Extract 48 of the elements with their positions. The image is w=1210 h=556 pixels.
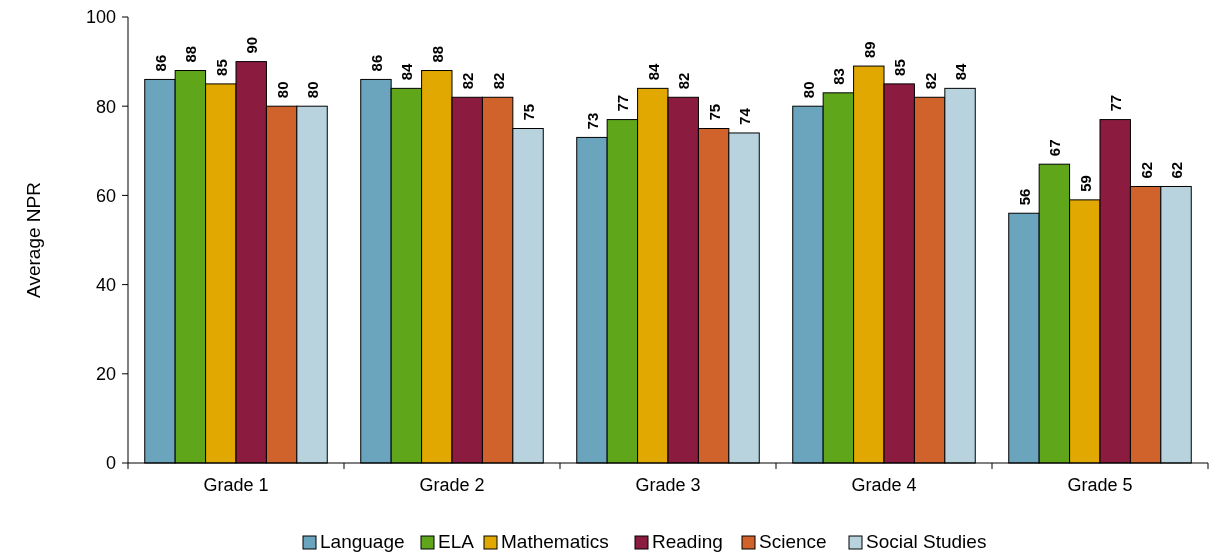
legend-label: Social Studies xyxy=(866,531,987,552)
legend-label: Language xyxy=(320,531,405,552)
data-label: 80 xyxy=(304,81,322,99)
data-label: 67 xyxy=(1046,139,1064,157)
y-tick-label: 80 xyxy=(95,96,116,117)
data-label: 85 xyxy=(891,59,909,76)
data-label: 90 xyxy=(243,36,261,54)
legend-label: Mathematics xyxy=(501,531,609,552)
data-label: 83 xyxy=(830,68,848,85)
data-label: 75 xyxy=(705,103,723,121)
data-label: 86 xyxy=(367,54,385,72)
data-label: 80 xyxy=(799,81,817,99)
data-label: 74 xyxy=(736,107,754,125)
y-tick-label: 60 xyxy=(95,185,116,206)
data-label: 84 xyxy=(398,63,416,81)
legend-label: Science xyxy=(759,531,827,552)
y-tick-label: 100 xyxy=(85,7,116,28)
data-label: 62 xyxy=(1137,161,1155,179)
data-label: 89 xyxy=(860,41,878,59)
data-label: 56 xyxy=(1015,188,1033,206)
data-label: 82 xyxy=(921,72,939,90)
data-label: 77 xyxy=(614,94,632,112)
x-tick-label: Grade 4 xyxy=(851,475,917,495)
y-tick-label: 0 xyxy=(105,453,116,474)
data-label: 77 xyxy=(1107,94,1125,112)
legend-label: Reading xyxy=(652,531,723,552)
y-tick-label: 40 xyxy=(95,274,116,295)
y-tick-label: 20 xyxy=(95,364,116,385)
data-label: 75 xyxy=(520,103,538,121)
data-label: 84 xyxy=(644,63,662,81)
data-label: 88 xyxy=(428,45,446,63)
legend-label: ELA xyxy=(438,531,475,552)
x-tick-label: Grade 3 xyxy=(635,475,701,495)
x-tick-label: Grade 1 xyxy=(203,475,269,495)
x-tick-label: Grade 2 xyxy=(419,475,485,495)
data-label: 80 xyxy=(273,81,291,99)
data-label: 82 xyxy=(489,72,507,90)
data-label: 88 xyxy=(182,45,200,63)
data-label: 84 xyxy=(952,63,970,81)
data-label: 59 xyxy=(1076,175,1094,192)
y-axis-title: Average NPR xyxy=(23,182,44,298)
data-label: 62 xyxy=(1168,161,1186,179)
data-label: 82 xyxy=(675,72,693,90)
x-tick-label: Grade 5 xyxy=(1067,475,1133,495)
data-label: 73 xyxy=(583,112,601,130)
data-label: 82 xyxy=(459,72,477,90)
data-label: 85 xyxy=(212,59,230,76)
data-label: 86 xyxy=(151,54,169,72)
